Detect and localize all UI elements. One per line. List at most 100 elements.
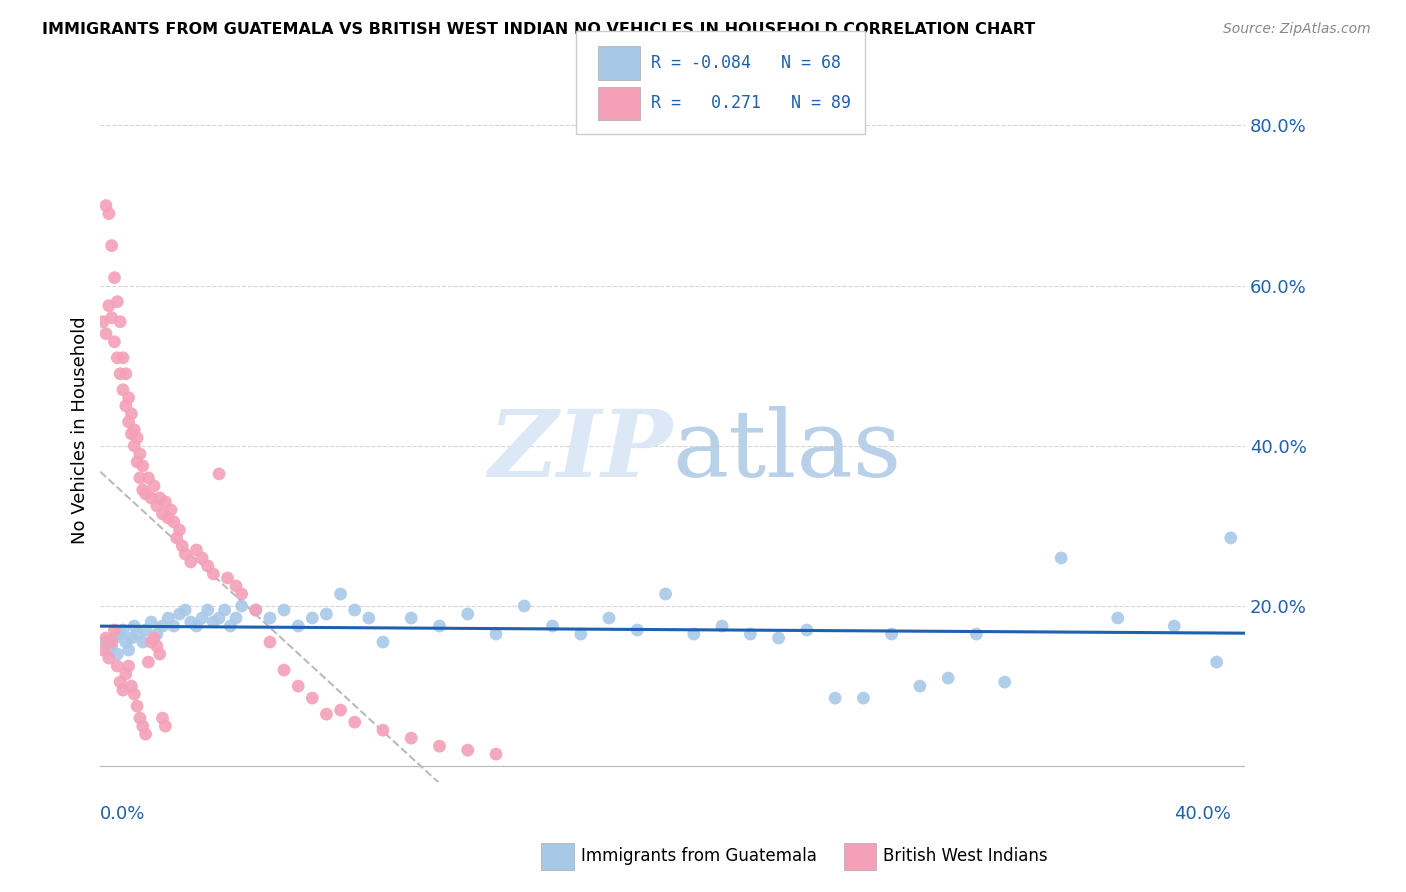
Point	[343, 715, 366, 730]
Point	[127, 455, 149, 469]
Point	[108, 367, 131, 381]
Point	[157, 611, 180, 625]
Point	[114, 367, 136, 381]
Point	[108, 675, 131, 690]
Point	[163, 619, 186, 633]
Point	[155, 719, 177, 733]
Point	[231, 587, 253, 601]
Point	[908, 679, 931, 693]
Text: 40.0%: 40.0%	[1174, 805, 1230, 823]
Point	[100, 310, 122, 325]
Point	[135, 623, 157, 637]
Point	[208, 467, 231, 481]
Point	[169, 523, 191, 537]
Point	[273, 663, 295, 677]
Point	[429, 619, 451, 633]
Point	[111, 623, 134, 637]
Point	[132, 483, 155, 497]
Point	[225, 579, 247, 593]
Point	[127, 431, 149, 445]
Point	[120, 679, 142, 693]
Text: R = -0.084   N = 68: R = -0.084 N = 68	[651, 54, 841, 72]
Point	[138, 655, 160, 669]
Point	[122, 439, 145, 453]
Point	[127, 699, 149, 714]
Point	[329, 703, 352, 717]
Point	[357, 611, 380, 625]
Point	[711, 619, 734, 633]
Point	[654, 587, 676, 601]
Point	[287, 679, 309, 693]
Point	[1163, 619, 1185, 633]
Point	[626, 623, 648, 637]
Point	[174, 603, 197, 617]
Point	[399, 731, 422, 746]
Point	[682, 627, 704, 641]
Point	[852, 691, 875, 706]
Point	[108, 315, 131, 329]
Point	[245, 603, 267, 617]
Point	[217, 571, 239, 585]
Point	[598, 611, 620, 625]
Text: R =   0.271   N = 89: R = 0.271 N = 89	[651, 95, 851, 112]
Point	[245, 603, 267, 617]
Point	[259, 635, 281, 649]
Point	[160, 503, 183, 517]
Point	[186, 619, 208, 633]
Point	[399, 611, 422, 625]
Point	[97, 206, 120, 220]
Point	[146, 627, 169, 641]
Point	[155, 495, 177, 509]
Point	[117, 415, 139, 429]
Text: atlas: atlas	[672, 406, 901, 496]
Point	[287, 619, 309, 633]
Point	[111, 351, 134, 365]
Point	[94, 631, 117, 645]
Point	[135, 727, 157, 741]
Point	[202, 566, 225, 581]
Point	[141, 635, 163, 649]
Point	[94, 198, 117, 212]
Point	[169, 607, 191, 621]
Point	[315, 707, 337, 722]
Point	[146, 639, 169, 653]
Point	[141, 491, 163, 505]
Point	[219, 619, 242, 633]
Point	[114, 399, 136, 413]
Text: IMMIGRANTS FROM GUATEMALA VS BRITISH WEST INDIAN NO VEHICLES IN HOUSEHOLD CORREL: IMMIGRANTS FROM GUATEMALA VS BRITISH WES…	[42, 22, 1035, 37]
Point	[97, 651, 120, 665]
Point	[569, 627, 592, 641]
Point	[513, 599, 536, 613]
Point	[301, 691, 323, 706]
Point	[152, 711, 174, 725]
Point	[231, 599, 253, 613]
Point	[100, 238, 122, 252]
Point	[138, 471, 160, 485]
Point	[163, 515, 186, 529]
Point	[117, 391, 139, 405]
Text: Immigrants from Guatemala: Immigrants from Guatemala	[581, 847, 817, 865]
Point	[120, 407, 142, 421]
Point	[129, 447, 152, 461]
Point	[994, 675, 1017, 690]
Point	[127, 627, 149, 641]
Point	[457, 607, 479, 621]
Point	[135, 487, 157, 501]
Point	[180, 555, 202, 569]
Point	[111, 683, 134, 698]
Point	[103, 334, 125, 349]
Point	[117, 659, 139, 673]
Point	[114, 667, 136, 681]
Point	[214, 603, 236, 617]
Point	[208, 611, 231, 625]
Point	[129, 471, 152, 485]
Point	[880, 627, 903, 641]
Point	[191, 551, 214, 566]
Point	[225, 611, 247, 625]
Point	[97, 299, 120, 313]
Point	[965, 627, 987, 641]
Point	[143, 479, 166, 493]
Point	[152, 619, 174, 633]
Point	[117, 643, 139, 657]
Point	[132, 719, 155, 733]
